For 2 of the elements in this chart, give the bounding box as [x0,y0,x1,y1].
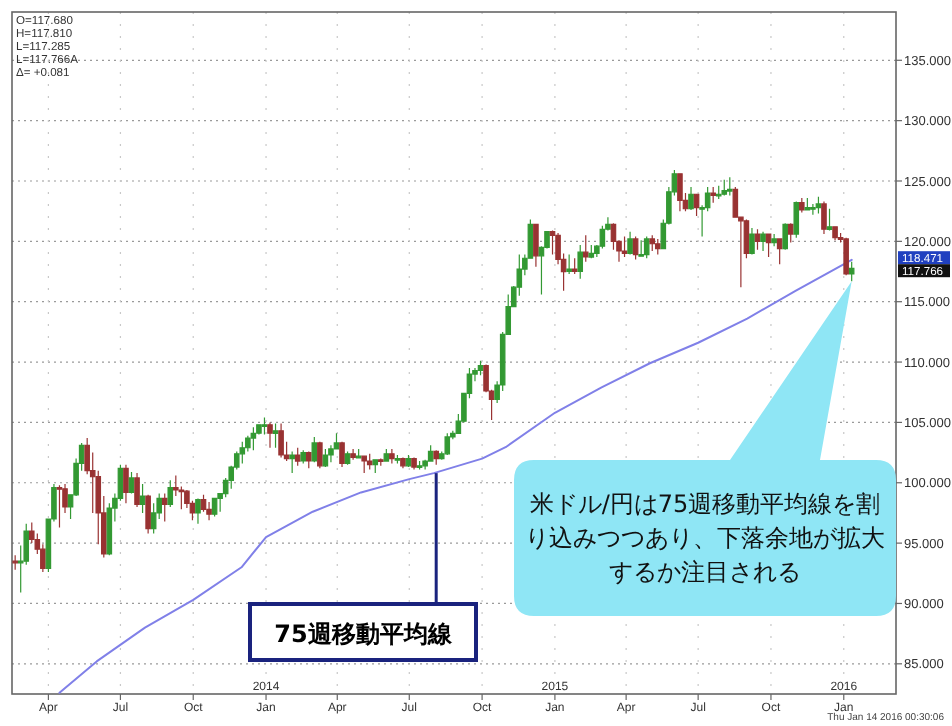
annotation: 75週移動平均線 [274,620,454,648]
annotation: 米ドル/円は75週移動平均線を割り込みつつあり、下落余地が拡大するか注目される [525,490,885,586]
